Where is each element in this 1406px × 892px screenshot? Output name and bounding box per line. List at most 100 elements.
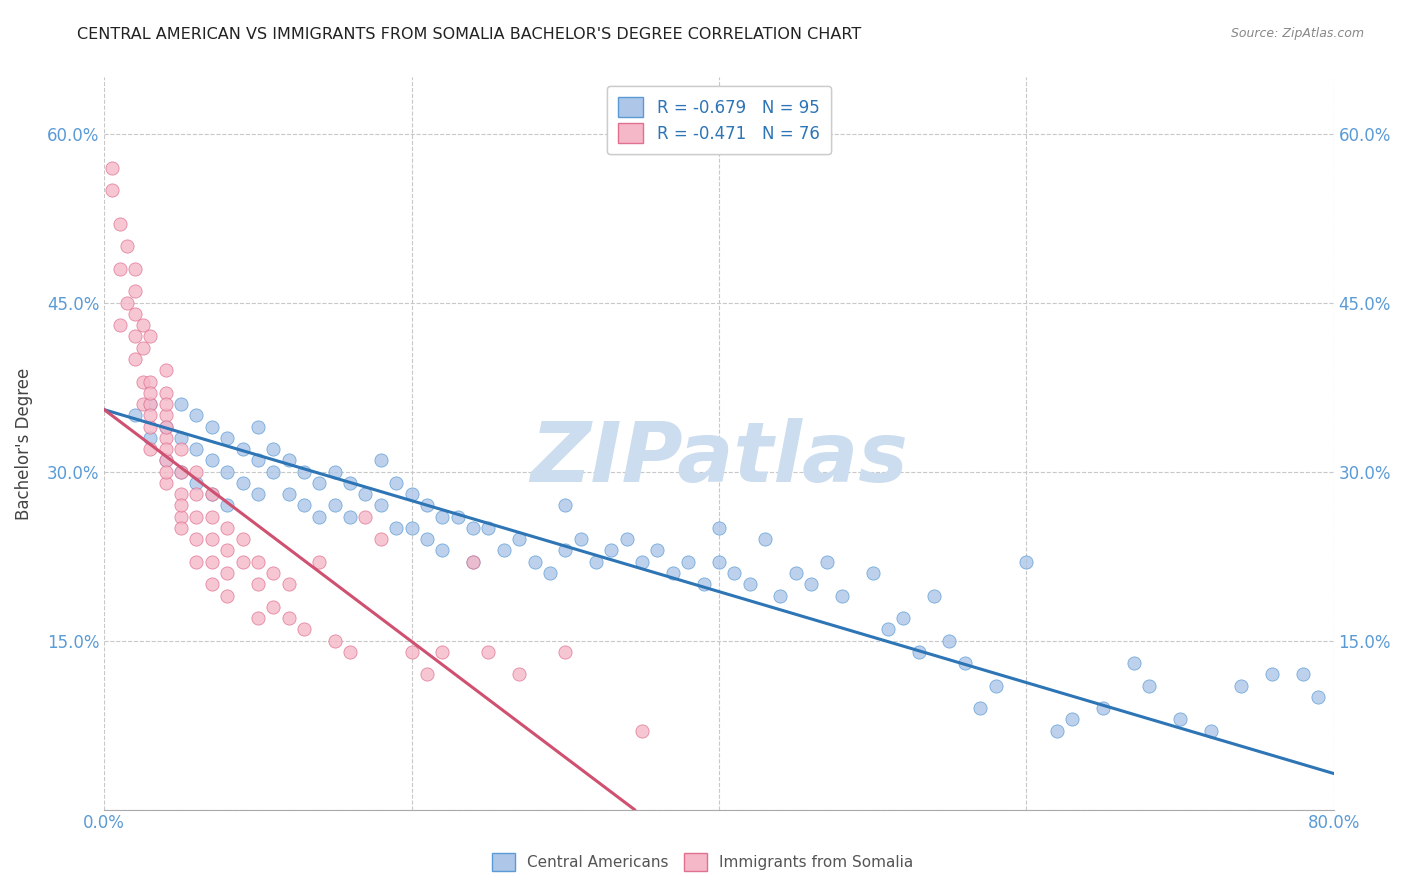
Point — [938, 633, 960, 648]
Point — [217, 465, 239, 479]
Legend: Central Americans, Immigrants from Somalia: Central Americans, Immigrants from Somal… — [484, 844, 922, 880]
Point — [370, 499, 392, 513]
Point — [186, 475, 208, 490]
Point — [131, 397, 153, 411]
Point — [232, 555, 254, 569]
Point — [277, 453, 299, 467]
Point — [447, 509, 470, 524]
Point — [676, 555, 699, 569]
Point — [201, 509, 224, 524]
Point — [201, 577, 224, 591]
Point — [124, 409, 146, 423]
Point — [155, 419, 177, 434]
Point — [155, 453, 177, 467]
Point — [370, 533, 392, 547]
Point — [186, 555, 208, 569]
Point — [186, 533, 208, 547]
Point — [862, 566, 884, 580]
Text: Source: ZipAtlas.com: Source: ZipAtlas.com — [1230, 27, 1364, 40]
Point — [155, 419, 177, 434]
Point — [877, 623, 900, 637]
Point — [1199, 723, 1222, 738]
Point — [246, 453, 269, 467]
Point — [1137, 679, 1160, 693]
Point — [277, 487, 299, 501]
Point — [124, 351, 146, 366]
Point — [124, 329, 146, 343]
Point — [217, 521, 239, 535]
Point — [170, 465, 193, 479]
Point — [277, 611, 299, 625]
Point — [108, 318, 131, 333]
Point — [354, 509, 377, 524]
Point — [186, 409, 208, 423]
Point — [554, 543, 576, 558]
Point — [217, 499, 239, 513]
Y-axis label: Bachelor's Degree: Bachelor's Degree — [15, 368, 32, 520]
Point — [308, 509, 330, 524]
Point — [246, 577, 269, 591]
Point — [232, 475, 254, 490]
Point — [370, 453, 392, 467]
Point — [139, 375, 162, 389]
Point — [1015, 555, 1038, 569]
Point — [401, 521, 423, 535]
Point — [217, 566, 239, 580]
Point — [292, 465, 315, 479]
Point — [1261, 667, 1284, 681]
Point — [292, 623, 315, 637]
Point — [538, 566, 561, 580]
Point — [139, 409, 162, 423]
Point — [461, 555, 484, 569]
Point — [1168, 713, 1191, 727]
Point — [1292, 667, 1315, 681]
Point — [139, 419, 162, 434]
Point — [170, 487, 193, 501]
Point — [1092, 701, 1115, 715]
Point — [108, 261, 131, 276]
Point — [186, 442, 208, 456]
Point — [139, 397, 162, 411]
Point — [131, 375, 153, 389]
Point — [707, 521, 730, 535]
Point — [124, 307, 146, 321]
Point — [308, 475, 330, 490]
Point — [217, 543, 239, 558]
Point — [1230, 679, 1253, 693]
Point — [155, 465, 177, 479]
Point — [738, 577, 761, 591]
Point — [416, 533, 439, 547]
Point — [124, 261, 146, 276]
Point — [117, 295, 139, 310]
Point — [707, 555, 730, 569]
Point — [201, 533, 224, 547]
Point — [277, 577, 299, 591]
Point — [186, 487, 208, 501]
Point — [662, 566, 685, 580]
Point — [385, 475, 408, 490]
Point — [969, 701, 991, 715]
Point — [432, 509, 454, 524]
Point — [508, 533, 530, 547]
Point — [201, 487, 224, 501]
Point — [139, 397, 162, 411]
Point — [800, 577, 823, 591]
Point — [155, 409, 177, 423]
Point — [155, 385, 177, 400]
Point — [170, 509, 193, 524]
Point — [201, 453, 224, 467]
Point — [292, 499, 315, 513]
Point — [201, 487, 224, 501]
Point — [432, 543, 454, 558]
Point — [323, 465, 346, 479]
Point — [831, 589, 853, 603]
Point — [170, 499, 193, 513]
Point — [308, 555, 330, 569]
Point — [723, 566, 745, 580]
Point — [101, 161, 124, 175]
Point — [170, 521, 193, 535]
Point — [155, 442, 177, 456]
Point — [385, 521, 408, 535]
Point — [432, 645, 454, 659]
Point — [339, 475, 361, 490]
